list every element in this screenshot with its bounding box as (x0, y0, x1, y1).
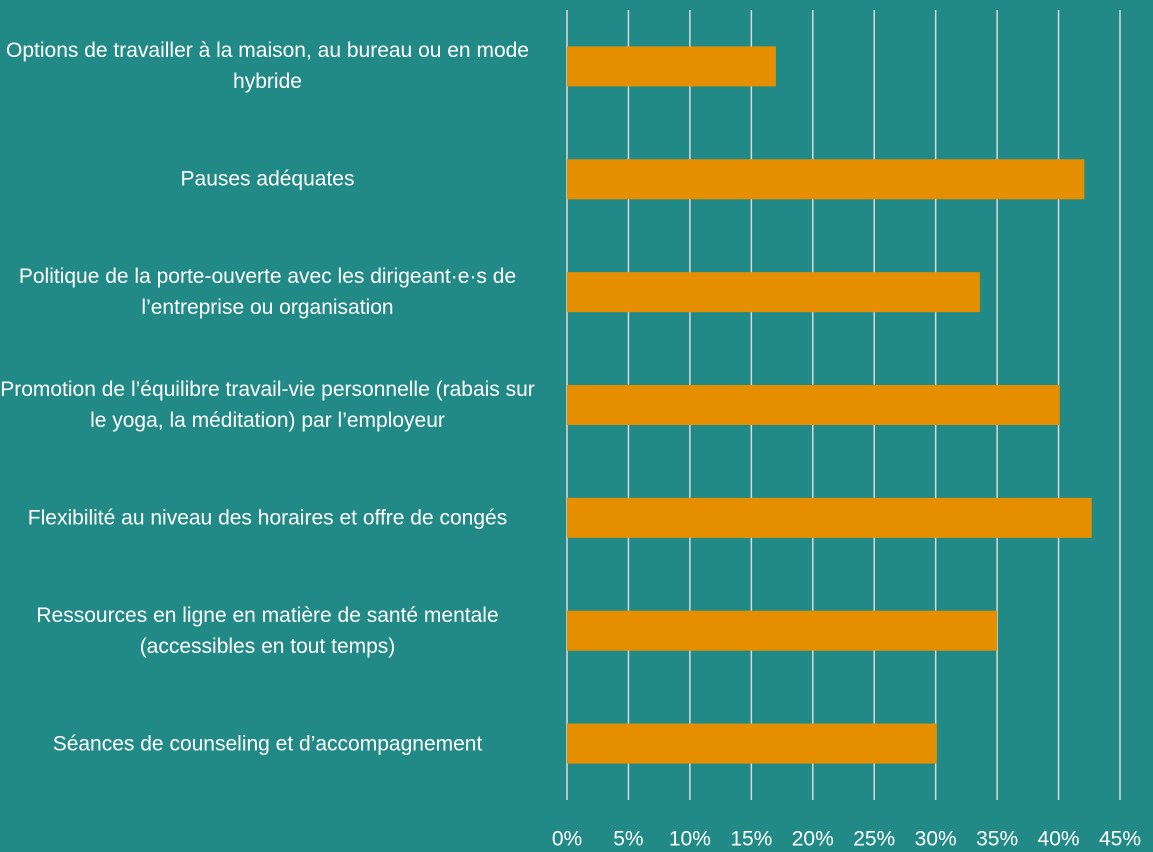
x-tick-label: 45% (1099, 828, 1141, 851)
y-tick-label: Pauses adéquates (180, 167, 355, 191)
y-tick-label: Flexibilité au niveau des horaires et of… (27, 506, 508, 530)
x-tick-label: 35% (976, 828, 1018, 851)
bar (567, 610, 998, 651)
x-tick-label: 10% (669, 828, 711, 851)
y-tick-label: Séances de counseling et d’accompagnemen… (52, 732, 483, 756)
bar (567, 159, 1085, 200)
x-tick-label: 25% (853, 828, 895, 851)
x-tick-label: 40% (1038, 828, 1080, 851)
x-tick-label: 15% (730, 828, 772, 851)
bar (567, 272, 980, 313)
x-tick-label: 0% (552, 828, 582, 851)
y-tick-label: Options de travailler à la maison, au bu… (6, 39, 529, 94)
y-tick-label: Politique de la porte-ouverte avec les d… (18, 265, 517, 320)
bar (567, 497, 1092, 538)
x-tick-label: 30% (915, 828, 957, 851)
x-tick-label: 5% (613, 828, 643, 851)
x-tick-label: 20% (792, 828, 834, 851)
bar (567, 385, 1060, 425)
y-tick-label: Ressources en ligne en matière de santé … (36, 603, 499, 658)
bar (567, 723, 937, 764)
bar (567, 46, 776, 87)
y-tick-label: Promotion de l’équilibre travail-vie per… (0, 378, 535, 432)
